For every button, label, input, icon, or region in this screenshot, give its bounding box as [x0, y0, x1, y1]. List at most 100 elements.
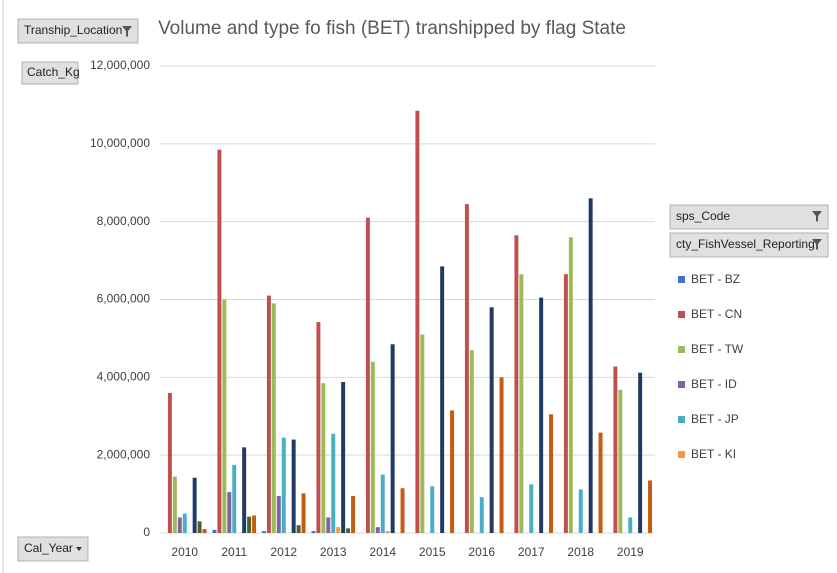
bar [271, 303, 276, 533]
x-tick-label: 2018 [567, 545, 594, 559]
y-tick-label: 8,000,000 [97, 214, 151, 228]
y-tick-label: 12,000,000 [90, 58, 150, 72]
bar [232, 464, 237, 533]
chart-title: Volume and type fo fish (BET) transhippe… [158, 18, 626, 39]
legend-label: BET - JP [691, 412, 739, 426]
bar [464, 204, 469, 533]
bar [430, 486, 435, 533]
bar [375, 527, 380, 533]
bar [351, 496, 356, 533]
bar [242, 447, 247, 533]
legend-swatch [678, 346, 685, 353]
bar [519, 274, 524, 533]
bar [301, 493, 306, 533]
y-tick-label: 2,000,000 [97, 447, 151, 461]
bar [469, 350, 474, 533]
bar [202, 529, 207, 533]
bar [440, 266, 445, 533]
bar [499, 377, 504, 533]
bar [563, 274, 568, 533]
dropdown-icon [76, 547, 82, 551]
x-tick-label: 2012 [270, 545, 297, 559]
bar [529, 484, 534, 533]
values-button[interactable]: Catch_Kg [21, 61, 80, 85]
bar [568, 237, 573, 533]
bar [336, 527, 341, 533]
bar [365, 217, 370, 533]
y-tick-label: 6,000,000 [97, 292, 151, 306]
field-label: sps_Code [676, 209, 730, 223]
bar [390, 344, 395, 533]
bar [197, 521, 202, 533]
bar [252, 515, 257, 533]
bar [628, 517, 633, 533]
legend-label: BET - ID [691, 377, 737, 391]
y-tick-label: 0 [143, 525, 150, 539]
field-label: Cal_Year [24, 541, 73, 555]
bar [167, 392, 172, 533]
x-tick-label: 2014 [369, 545, 396, 559]
bar [648, 480, 653, 533]
bar [489, 307, 494, 533]
bar [346, 528, 351, 533]
bar [247, 516, 252, 533]
bar [618, 389, 623, 533]
legend-button[interactable]: cty_FishVessel_Reporting [669, 232, 829, 258]
bar [321, 383, 326, 533]
bar [539, 297, 544, 533]
x-tick-label: 2016 [468, 545, 495, 559]
filter-icon [122, 26, 132, 37]
legend-label: BET - CN [691, 307, 742, 321]
bar [385, 531, 390, 533]
bar [638, 372, 643, 533]
bar [276, 496, 281, 533]
bar [217, 149, 222, 533]
bar [192, 477, 197, 533]
bar [370, 361, 375, 533]
bar [415, 110, 420, 534]
bar [177, 517, 182, 533]
field-label: Tranship_Location [24, 23, 122, 37]
bar [281, 437, 286, 533]
filter-icon [812, 239, 822, 250]
bar [261, 531, 266, 533]
legend-label: BET - BZ [691, 272, 740, 286]
bar [400, 488, 405, 533]
y-tick-label: 4,000,000 [97, 370, 151, 384]
bar [311, 531, 316, 533]
bar [227, 492, 232, 533]
bar [291, 439, 296, 533]
legend-swatch [678, 416, 685, 423]
bar [212, 529, 217, 533]
bar [588, 198, 593, 534]
bar [331, 433, 336, 533]
x-tick-label: 2011 [221, 545, 247, 559]
legend-label: BET - KI [691, 447, 736, 461]
bar [598, 432, 603, 533]
bar [450, 410, 455, 533]
bar [172, 476, 177, 533]
x-tick-label: 2015 [419, 545, 446, 559]
legend-label: BET - TW [691, 342, 744, 356]
bar [613, 366, 618, 533]
field-label: Catch_Kg [27, 65, 80, 79]
bar [514, 235, 519, 533]
legend-swatch [678, 311, 685, 318]
legend-button[interactable]: sps_Code [669, 204, 829, 230]
x-tick-label: 2010 [171, 545, 198, 559]
legend-swatch [678, 451, 685, 458]
field-label: cty_FishVessel_Reporting [676, 237, 815, 251]
bar [266, 295, 271, 533]
bar [578, 489, 583, 533]
bar [316, 322, 321, 533]
x-tick-label: 2019 [617, 545, 644, 559]
legend-swatch [678, 381, 685, 388]
bar [549, 414, 554, 533]
axis-button[interactable]: Cal_Year [17, 536, 89, 562]
bar [296, 525, 301, 533]
x-tick-label: 2017 [518, 545, 545, 559]
filter-button[interactable]: Tranship_Location [17, 18, 139, 44]
bar [182, 513, 187, 533]
bar [222, 299, 227, 533]
